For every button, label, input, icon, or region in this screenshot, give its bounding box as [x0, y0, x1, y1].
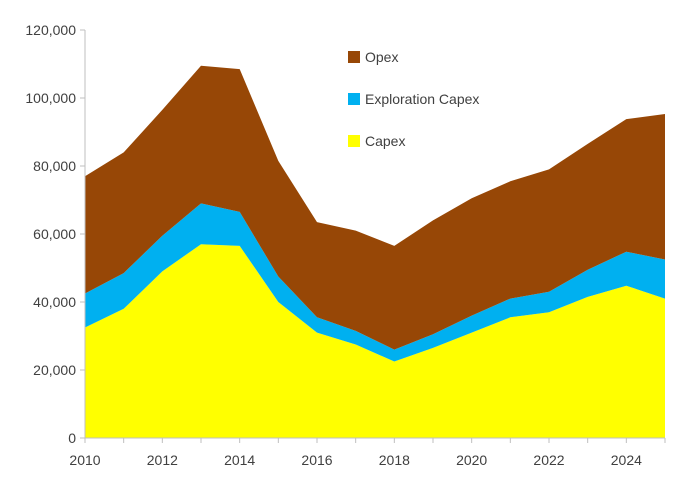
y-tick-label: 120,000 — [25, 22, 76, 38]
y-tick-label: 60,000 — [33, 226, 76, 242]
area-layer — [85, 65, 665, 438]
y-axis-ticks: 0 20,000 40,000 60,000 80,000 100,000 120,000 — [25, 22, 85, 446]
x-tick-label: 2016 — [301, 452, 332, 468]
capex-legend-swatch — [348, 135, 360, 147]
y-tick-label: 100,000 — [25, 90, 76, 106]
x-tick-label: 2012 — [147, 452, 178, 468]
x-tick-label: 2020 — [456, 452, 487, 468]
x-tick-label: 2018 — [379, 452, 410, 468]
opex-legend-label: Opex — [365, 49, 398, 65]
y-tick-label: 80,000 — [33, 158, 76, 174]
capex-area — [85, 244, 665, 438]
y-tick-label: 20,000 — [33, 362, 76, 378]
x-tick-label: 2024 — [611, 452, 642, 468]
x-tick-label: 2014 — [224, 452, 255, 468]
exploration-capex-area — [85, 203, 665, 362]
y-tick-label: 0 — [68, 430, 76, 446]
x-axis-ticks: 2010 2012 2014 2016 2018 2020 2022 2024 — [69, 438, 666, 468]
x-tick-label: 2010 — [69, 452, 100, 468]
exploration-capex-legend-swatch — [348, 93, 360, 105]
y-tick-label: 40,000 — [33, 294, 76, 310]
x-tick-label: 2022 — [533, 452, 564, 468]
opex-area — [85, 65, 665, 350]
legend: Opex Exploration Capex Capex — [348, 49, 479, 149]
opex-legend-swatch — [348, 51, 360, 63]
capex-legend-label: Capex — [365, 133, 405, 149]
exploration-capex-legend-label: Exploration Capex — [365, 91, 479, 107]
